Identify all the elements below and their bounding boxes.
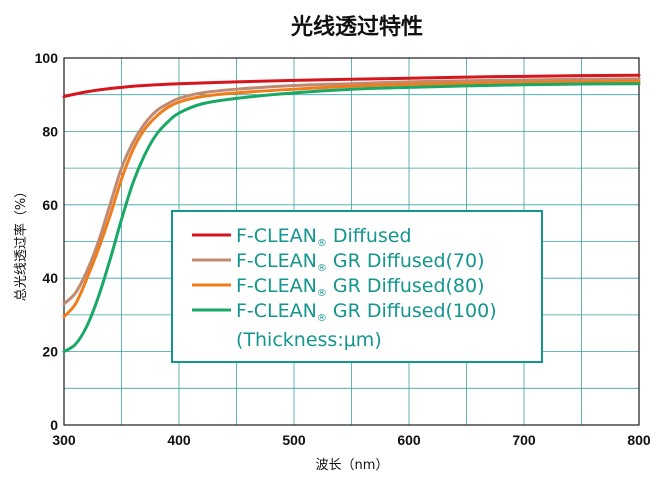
legend-note: (Thickness:μm) bbox=[236, 329, 382, 351]
y-tick-label: 60 bbox=[42, 197, 58, 213]
x-axis-label: 波长（nm） bbox=[316, 458, 389, 473]
y-tick-label: 100 bbox=[35, 50, 59, 66]
y-tick-label: 20 bbox=[42, 344, 58, 360]
x-tick-label: 700 bbox=[512, 432, 536, 448]
series-line-1 bbox=[62, 73, 641, 99]
x-tick-label: 800 bbox=[627, 432, 651, 448]
series-line-3 bbox=[62, 79, 641, 319]
legend-label-3: F-CLEAN® GR Diffused(80) bbox=[236, 275, 485, 299]
series-lines bbox=[62, 73, 641, 354]
x-axis-ticks: 300 400 500 600 700 800 bbox=[52, 432, 651, 448]
legend-label-4: F-CLEAN® GR Diffused(100) bbox=[236, 300, 497, 324]
x-tick-label: 300 bbox=[52, 432, 76, 448]
y-tick-label: 40 bbox=[42, 270, 58, 286]
legend-label-2: F-CLEAN® GR Diffused(70) bbox=[236, 250, 485, 274]
legend-label-1: F-CLEAN® Diffused bbox=[236, 225, 412, 249]
x-tick-label: 600 bbox=[397, 432, 421, 448]
x-tick-label: 500 bbox=[282, 432, 306, 448]
chart-title: 光线透过特性 bbox=[290, 14, 423, 40]
series-line-2 bbox=[62, 77, 641, 306]
y-axis-ticks: 0 20 40 60 80 100 bbox=[35, 50, 59, 433]
plot-area-frame bbox=[63, 57, 640, 426]
series-line-4 bbox=[62, 82, 641, 354]
x-tick-label: 400 bbox=[167, 432, 191, 448]
legend-box bbox=[171, 210, 543, 363]
y-tick-label: 0 bbox=[50, 417, 58, 433]
y-tick-label: 80 bbox=[42, 123, 58, 139]
y-axis-label: 总光线透过率（%） bbox=[13, 185, 29, 301]
